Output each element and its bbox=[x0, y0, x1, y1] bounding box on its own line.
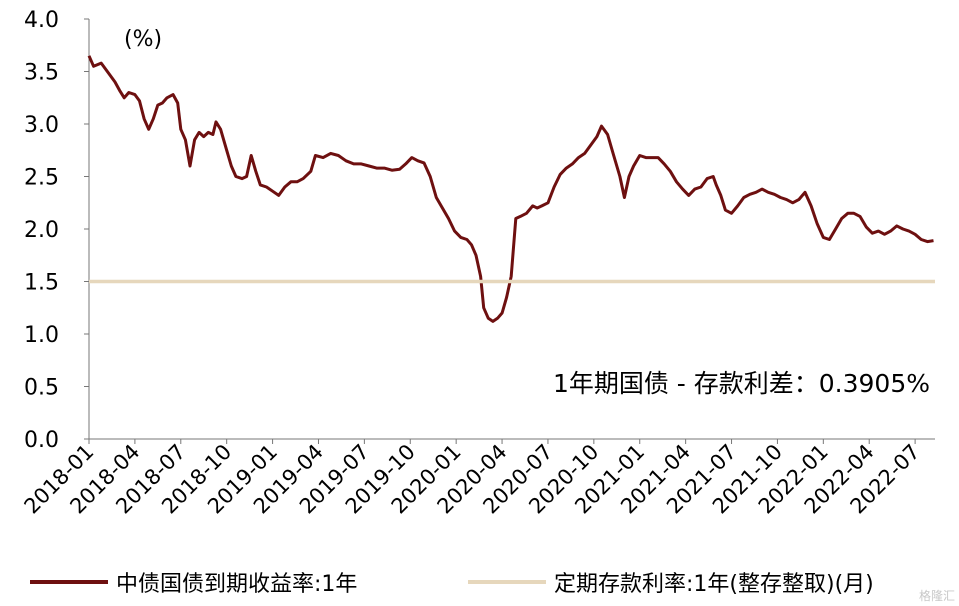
y-axis-label: (%) bbox=[124, 27, 162, 52]
legend-swatch-deposit-rate bbox=[468, 580, 546, 584]
y-tick-label: 2.5 bbox=[24, 166, 59, 191]
legend-item-deposit-rate: 定期存款利率:1年(整存整取)(月) bbox=[468, 568, 874, 597]
legend-swatch-bond-yield bbox=[30, 580, 108, 584]
y-tick-label: 0.0 bbox=[24, 428, 59, 453]
legend-item-bond-yield: 中债国债到期收益率:1年 bbox=[30, 568, 358, 597]
y-tick-label: 4.0 bbox=[24, 8, 59, 33]
series-line-bond-yield bbox=[87, 55, 934, 323]
y-tick-label: 2.0 bbox=[24, 218, 59, 243]
legend-label-deposit-rate: 定期存款利率:1年(整存整取)(月) bbox=[554, 572, 874, 597]
y-tick-label: 1.5 bbox=[24, 271, 59, 296]
spread-annotation: 1年期国债 - 存款利差：0.3905% bbox=[553, 369, 930, 398]
y-tick-label: 0.5 bbox=[24, 376, 59, 401]
y-tick-label: 3.5 bbox=[24, 61, 59, 86]
watermark: 格隆汇 bbox=[918, 589, 955, 603]
y-tick-label: 3.0 bbox=[24, 113, 59, 138]
legend-label-bond-yield: 中债国债到期收益率:1年 bbox=[116, 572, 358, 597]
y-tick-label: 1.0 bbox=[24, 323, 59, 348]
